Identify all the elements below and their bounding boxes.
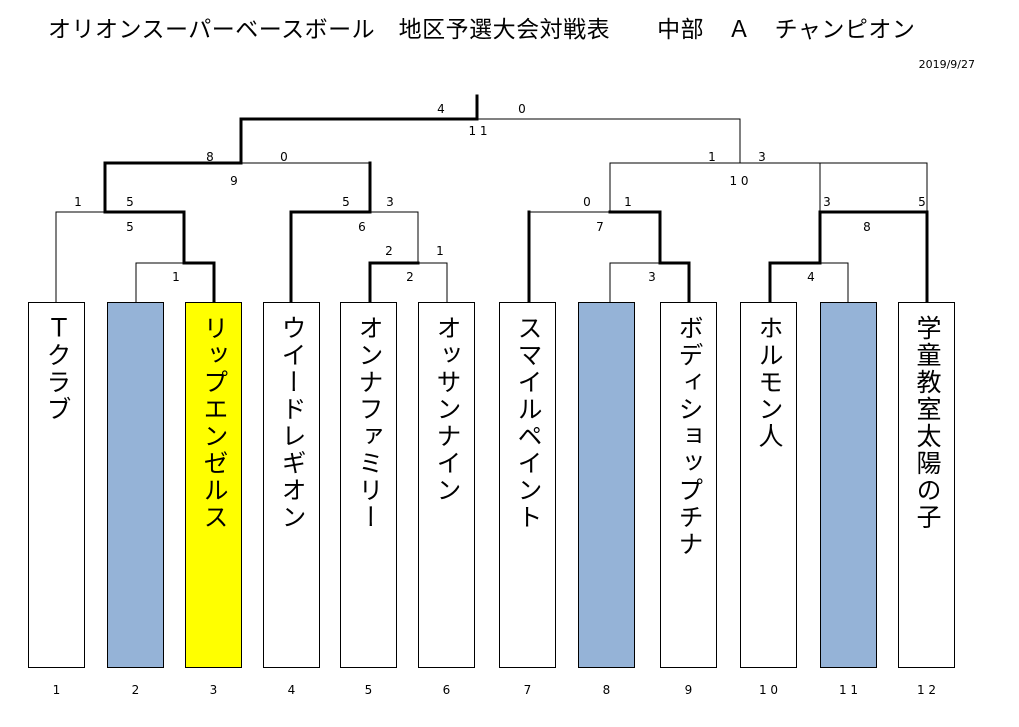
score-label: 7 (596, 220, 604, 234)
team-name: スマイルペイント (514, 315, 543, 531)
bracket-line (135, 262, 187, 303)
seed-number: 1 (52, 683, 61, 697)
winner-line (768, 210, 929, 304)
score-label: 5 (126, 195, 134, 209)
score-label: 5 (918, 195, 926, 209)
seed-number: 2 (131, 683, 140, 697)
team-name: ウイードレギオン (278, 315, 307, 531)
seed-number: 6 (442, 683, 451, 697)
team-box: オンナファミリー (340, 302, 397, 668)
score-label: 1 (708, 150, 716, 164)
score-label: 3 (648, 270, 656, 284)
winner-line (289, 161, 372, 304)
score-label: 4 (807, 270, 815, 284)
team-box: ボディショップチナ (660, 302, 717, 668)
team-name: オッサンナイン (433, 315, 462, 504)
winner-line (608, 210, 691, 304)
score-label: 1 (436, 244, 444, 258)
score-label: 1 0 (729, 174, 749, 188)
score-label: 2 (406, 270, 414, 284)
winner-line (368, 261, 420, 304)
score-label: 9 (230, 174, 238, 188)
bracket-line (609, 262, 661, 303)
team-box: ウイードレギオン (263, 302, 320, 668)
team-box (578, 302, 635, 668)
score-label: 3 (386, 195, 394, 209)
bracket-line (819, 262, 849, 303)
seed-number: 1 1 (838, 683, 859, 697)
score-label: 5 (342, 195, 350, 209)
bracket-line (369, 211, 419, 264)
team-box: スマイルペイント (499, 302, 556, 668)
winner-line (103, 94, 479, 304)
team-name: オンナファミリー (355, 315, 384, 531)
score-label: 2 (385, 244, 393, 258)
seed-number: 1 2 (916, 683, 937, 697)
score-label: 6 (358, 220, 366, 234)
team-name: 学童教室太陽の子 (913, 315, 942, 531)
score-label: 3 (823, 195, 831, 209)
seed-number: 3 (209, 683, 218, 697)
seed-number: 4 (287, 683, 296, 697)
bracket-line (240, 162, 371, 213)
score-label: 1 1 (468, 124, 488, 138)
score-label: 8 (863, 220, 871, 234)
bracket-line (417, 262, 448, 303)
bracket-line (609, 162, 741, 213)
team-box: ホルモン人 (740, 302, 797, 668)
team-name: リップエンゼルス (200, 315, 229, 531)
score-label: 1 (172, 270, 180, 284)
team-box (820, 302, 877, 668)
seed-number: 5 (364, 683, 373, 697)
seed-number: 9 (684, 683, 693, 697)
score-label: 5 (126, 220, 134, 234)
team-box: 学童教室太陽の子 (898, 302, 955, 668)
date-label: 2019/9/27 (918, 58, 975, 71)
team-box: Ｔクラブ (28, 302, 85, 668)
score-label: 0 (518, 102, 526, 116)
team-box: リップエンゼルス (185, 302, 242, 668)
team-name: Ｔクラブ (43, 315, 72, 423)
team-name: ホルモン人 (755, 315, 784, 450)
team-box: オッサンナイン (418, 302, 475, 668)
score-label: 8 (206, 150, 214, 164)
score-label: 0 (583, 195, 591, 209)
bracket-line (55, 211, 106, 303)
team-name: ボディショップチナ (675, 315, 704, 558)
score-label: 1 (74, 195, 82, 209)
bracket-line (739, 162, 928, 213)
seed-number: 7 (523, 683, 532, 697)
seed-number: 8 (602, 683, 611, 697)
page-title: オリオンスーパーベースボール 地区予選大会対戦表 中部 Ａ チャンピオン (48, 17, 916, 43)
score-label: 4 (437, 102, 445, 116)
score-label: 3 (758, 150, 766, 164)
score-label: 0 (280, 150, 288, 164)
bracket-line (476, 118, 741, 164)
team-box (107, 302, 164, 668)
seed-number: 1 0 (758, 683, 779, 697)
score-label: 1 (624, 195, 632, 209)
